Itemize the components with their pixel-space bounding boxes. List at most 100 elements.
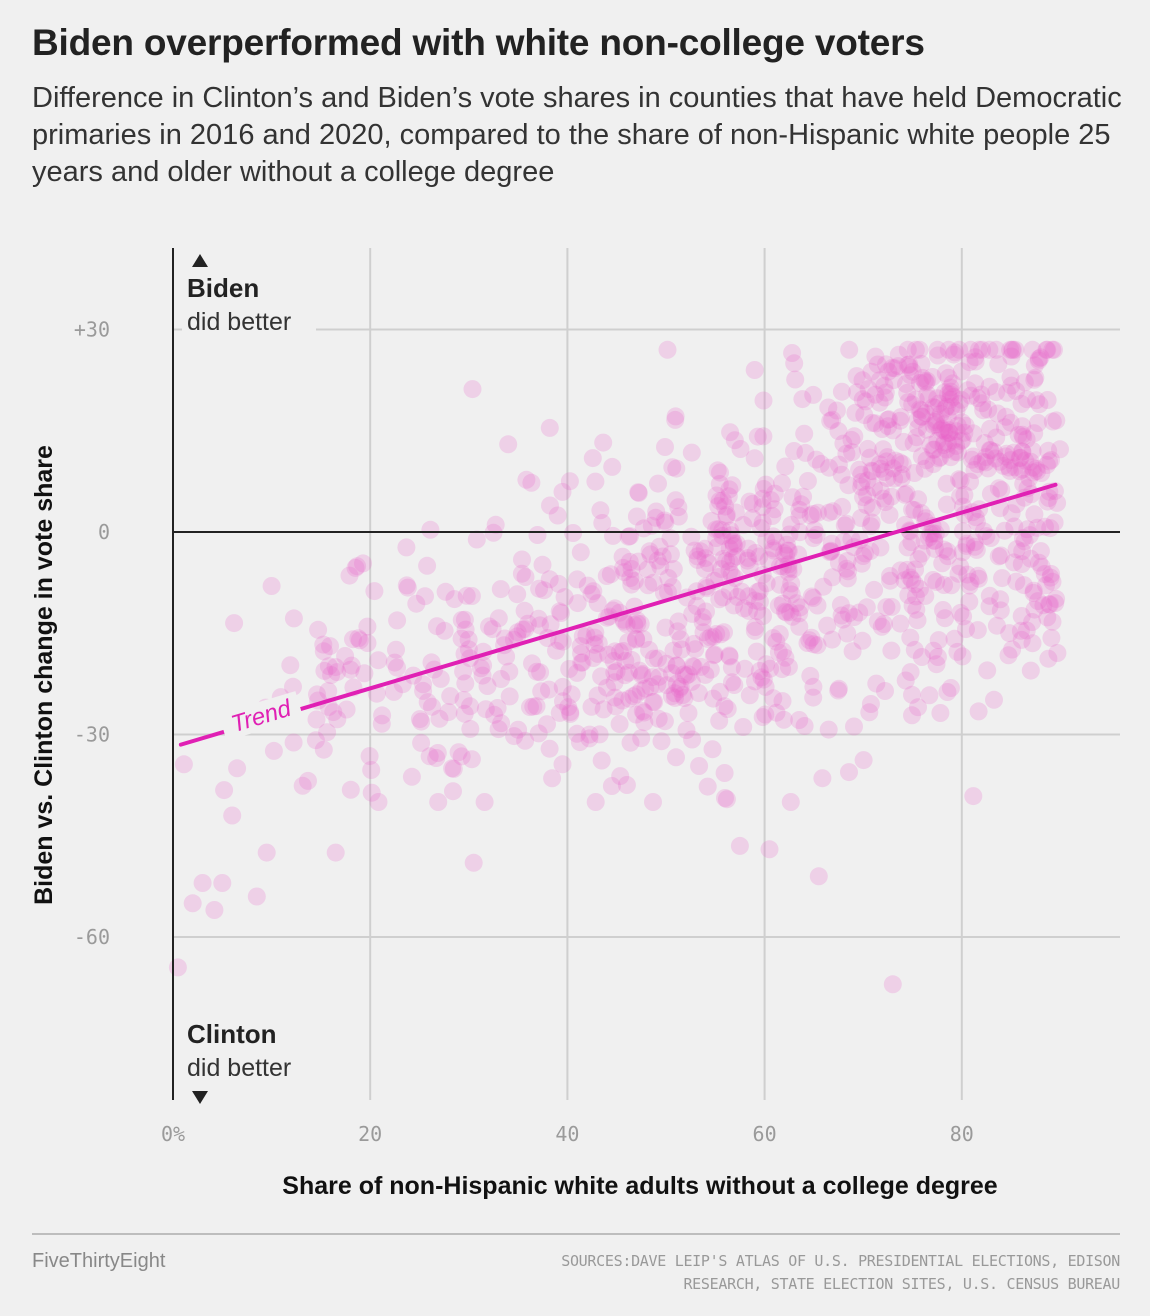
data-point — [622, 560, 641, 578]
data-point — [384, 682, 403, 701]
data-point — [850, 460, 869, 479]
data-point — [1011, 621, 1030, 640]
data-point — [938, 547, 957, 566]
data-point — [707, 625, 726, 643]
data-point — [1002, 504, 1021, 523]
data-point — [1000, 458, 1019, 477]
data-point — [838, 569, 857, 588]
data-point — [960, 353, 979, 372]
data-point — [839, 562, 857, 581]
data-point — [443, 759, 462, 778]
biden-sub-bg — [182, 300, 316, 336]
data-point — [966, 348, 985, 367]
data-point — [987, 428, 1006, 447]
data-point — [599, 645, 618, 664]
data-point — [863, 462, 882, 481]
data-point — [906, 587, 925, 606]
data-point — [838, 552, 857, 570]
data-point — [879, 362, 898, 381]
data-point — [538, 715, 556, 734]
data-point — [939, 434, 957, 453]
data-point — [952, 362, 971, 381]
data-point — [745, 361, 764, 379]
data-point — [899, 393, 918, 412]
data-point — [872, 617, 891, 636]
data-point — [968, 389, 987, 407]
data-point — [734, 718, 753, 736]
data-point — [630, 661, 649, 680]
data-point — [912, 504, 931, 523]
data-point — [781, 603, 800, 622]
data-point — [913, 368, 932, 387]
data-point — [934, 601, 952, 619]
data-point — [421, 520, 440, 539]
data-point — [833, 610, 852, 629]
data-point — [1007, 382, 1026, 400]
data-point — [773, 474, 791, 493]
data-point — [765, 484, 784, 503]
data-point — [1041, 568, 1060, 587]
data-point — [568, 663, 587, 682]
data-point — [358, 617, 377, 636]
data-point — [1015, 532, 1034, 551]
data-point — [691, 542, 710, 561]
data-point — [715, 764, 734, 782]
data-point — [876, 682, 894, 700]
data-point — [915, 459, 934, 478]
data-point — [930, 394, 948, 413]
data-point — [820, 503, 838, 522]
data-point — [485, 705, 504, 724]
data-point — [721, 582, 739, 601]
data-point — [903, 571, 921, 589]
data-point — [899, 586, 918, 605]
data-point — [387, 640, 405, 659]
data-point — [910, 580, 929, 598]
data-point — [328, 663, 347, 682]
data-point — [761, 659, 780, 678]
data-point — [925, 440, 944, 459]
data-point — [620, 552, 639, 571]
data-point — [341, 660, 360, 679]
data-point — [780, 525, 799, 544]
data-point — [708, 537, 727, 556]
data-point — [907, 600, 926, 619]
data-point — [682, 672, 701, 691]
data-point — [734, 516, 753, 534]
data-point — [798, 634, 817, 652]
data-point — [638, 560, 657, 579]
data-point — [631, 681, 650, 700]
data-point — [627, 705, 646, 724]
data-point — [308, 685, 326, 704]
data-point — [877, 355, 895, 374]
data-point — [385, 653, 404, 672]
data-point — [605, 688, 624, 707]
data-point — [592, 751, 611, 770]
data-point — [924, 455, 943, 474]
data-point — [720, 480, 739, 499]
data-point — [754, 427, 773, 446]
data-point — [802, 587, 821, 606]
data-point — [435, 621, 454, 640]
data-point — [829, 455, 848, 474]
data-point — [882, 641, 901, 660]
data-point — [1040, 595, 1058, 614]
data-point — [568, 570, 587, 589]
data-point — [832, 465, 851, 484]
data-point — [1007, 495, 1026, 514]
data-point — [928, 648, 947, 666]
data-point — [964, 787, 983, 806]
data-point — [452, 611, 471, 629]
data-point — [541, 615, 560, 634]
data-point — [613, 691, 632, 710]
data-point — [991, 601, 1010, 620]
data-point — [677, 666, 696, 685]
data-point — [725, 431, 744, 450]
data-point — [1031, 348, 1050, 367]
data-point — [941, 390, 960, 409]
biden-sub-label: did better — [187, 308, 291, 336]
data-point — [936, 609, 954, 628]
data-point — [756, 677, 775, 696]
data-point — [752, 668, 771, 687]
data-point — [620, 689, 639, 708]
data-point — [247, 887, 266, 906]
